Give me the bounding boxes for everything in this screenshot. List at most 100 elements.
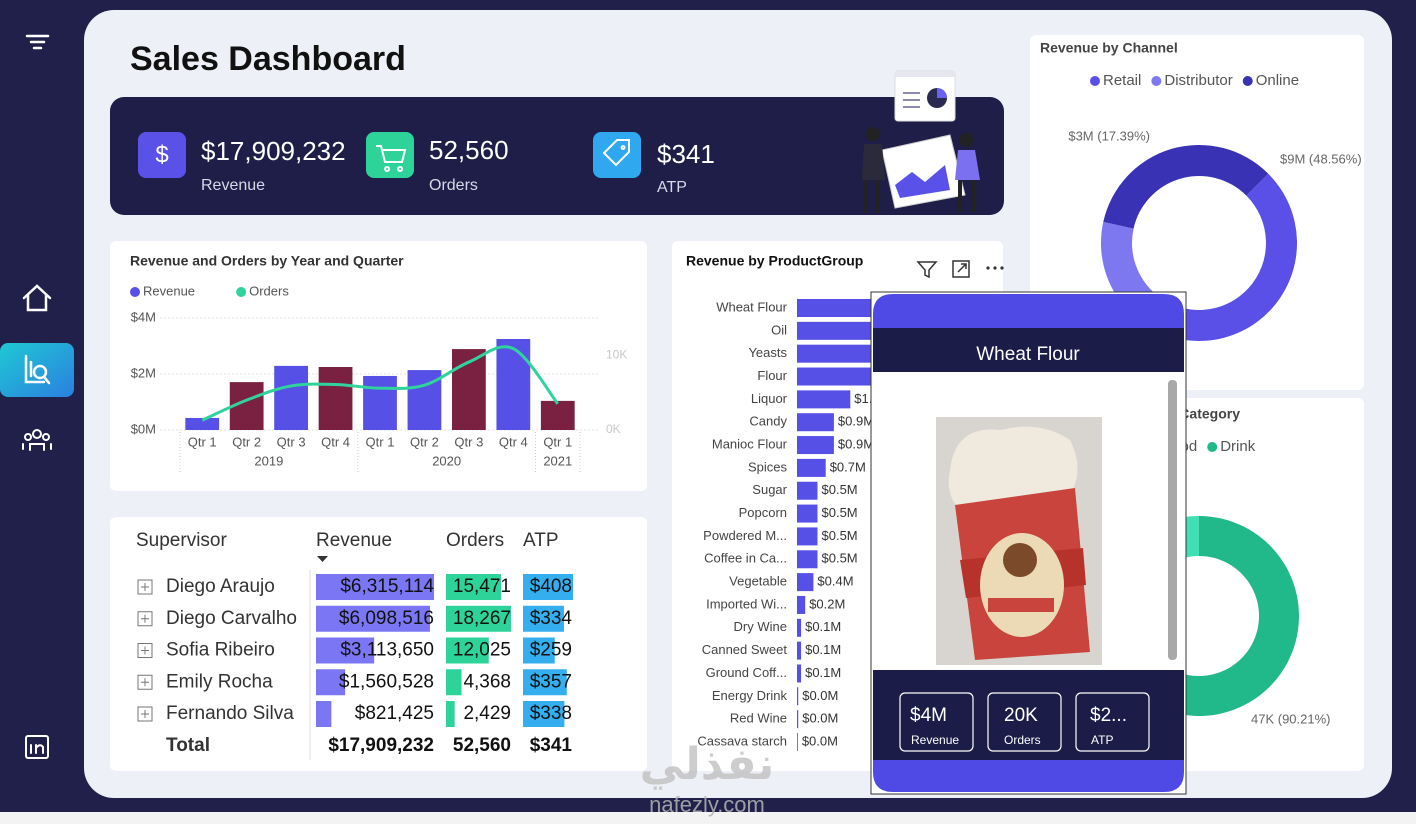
legend-marker [1242, 76, 1253, 86]
x-tick-label: Qtr 4 [499, 434, 528, 449]
cell: $3,113,650 [340, 640, 434, 661]
x-tick-label: Qtr 1 [366, 434, 395, 449]
column-header: Orders [446, 530, 504, 551]
linkedin-button[interactable] [25, 735, 49, 759]
popup-bottom [873, 760, 1184, 792]
scrollbar[interactable] [1168, 380, 1177, 660]
filter-button[interactable] [25, 34, 50, 50]
bottom-strip [0, 812, 1416, 824]
kpi-value: $341 [657, 139, 715, 169]
category-label: Flour [757, 368, 787, 383]
legend-label: Orders [249, 283, 289, 298]
bar [363, 375, 397, 430]
data-label: $0.7M [830, 459, 866, 474]
active-tab[interactable] [0, 343, 74, 397]
legend-marker [1090, 76, 1100, 86]
data-label: $3M (17.39%) [1068, 128, 1150, 143]
data-bar [523, 637, 555, 664]
bar [797, 687, 799, 706]
y2-tick-label: 0K [606, 422, 621, 436]
expand-button[interactable] [137, 706, 153, 722]
popup-card-label: Orders [1004, 733, 1041, 747]
bar [540, 400, 575, 430]
data-bar [523, 701, 565, 727]
chart-title: Revenue by Channel [1040, 40, 1178, 56]
popup-card-label: ATP [1091, 733, 1113, 747]
bar [797, 436, 834, 455]
card [110, 517, 647, 771]
more-icon[interactable] [986, 266, 1004, 270]
cell: $6,098,516 [339, 608, 434, 629]
x-group-label: 2020 [432, 453, 461, 468]
row-label: Emily Rocha [166, 671, 273, 692]
expand-button[interactable] [137, 611, 153, 627]
donut-slice [1136, 173, 1298, 342]
bar [797, 550, 818, 569]
cell: $334 [530, 608, 573, 629]
sort-indicator [317, 556, 328, 562]
total-cell: 52,560 [453, 735, 511, 756]
orders-icon [366, 132, 414, 178]
data-bar [446, 605, 511, 632]
column-header: Revenue [316, 530, 392, 551]
popup-top [873, 294, 1184, 328]
data-label: $0.9M [838, 436, 874, 451]
legend-label: Retail [1103, 72, 1141, 89]
bar [797, 527, 818, 546]
popup-title: Wheat Flour [976, 344, 1080, 365]
category-label: Vegetable [729, 574, 787, 589]
expand-glyph [141, 646, 149, 655]
data-label: $0.5M [822, 482, 858, 497]
data-bar [446, 669, 462, 696]
tooltip-popup: Wheat Flour $4M Revenue 20K Orders $2...… [870, 291, 1187, 795]
total-label: Total [166, 735, 210, 756]
data-bar [316, 669, 346, 696]
cell: 4,368 [463, 671, 511, 692]
filter-icon[interactable] [916, 261, 938, 279]
data-label: $0.9M [838, 414, 874, 429]
data-label: $0.4M [817, 574, 853, 589]
kpi-banner [110, 97, 1004, 215]
popup-header [873, 328, 1184, 372]
category-label: Popcorn [739, 505, 787, 520]
donut-slice [1103, 144, 1269, 229]
data-label: $9M (48.56%) [1280, 151, 1362, 166]
data-label: $0.1M [805, 642, 841, 657]
category-label: Imported Wi... [706, 596, 787, 611]
cell: $408 [530, 576, 572, 597]
data-label: $0.2M [809, 596, 845, 611]
line [201, 345, 559, 422]
category-label: Dry Wine [734, 619, 787, 634]
expand-glyph [141, 710, 149, 718]
category-label: Ground Coff... [706, 665, 787, 680]
data-bar [523, 605, 564, 632]
bar [797, 504, 818, 523]
category-label: Coffee in Ca... [704, 551, 787, 566]
x-group-label: 2021 [543, 453, 572, 468]
bar [797, 481, 818, 500]
expand-button[interactable] [137, 643, 153, 658]
data-label: 47K (90.21%) [1251, 711, 1331, 726]
cart-glyph [376, 145, 407, 172]
total-cell: $17,909,232 [328, 735, 434, 756]
expand-button[interactable] [137, 579, 153, 595]
focus-icon[interactable] [952, 260, 970, 278]
bar [797, 390, 851, 409]
bar [797, 413, 834, 432]
revenue-icon [138, 132, 186, 178]
x-tick-label: Qtr 3 [277, 434, 306, 449]
bar [797, 733, 798, 751]
category-label: Liquor [751, 391, 788, 406]
data-bar [446, 574, 502, 600]
expand-button[interactable] [137, 674, 153, 690]
bar [797, 618, 802, 637]
home-button[interactable] [22, 284, 52, 312]
row-label: Diego Carvalho [166, 608, 297, 629]
data-bar [446, 701, 455, 727]
popup-card-value: 20K [1004, 705, 1038, 726]
y-tick-label: $0M [131, 421, 156, 436]
data-label: $0.1M [805, 665, 841, 680]
team-button[interactable] [22, 429, 52, 451]
product-image [936, 417, 1102, 665]
